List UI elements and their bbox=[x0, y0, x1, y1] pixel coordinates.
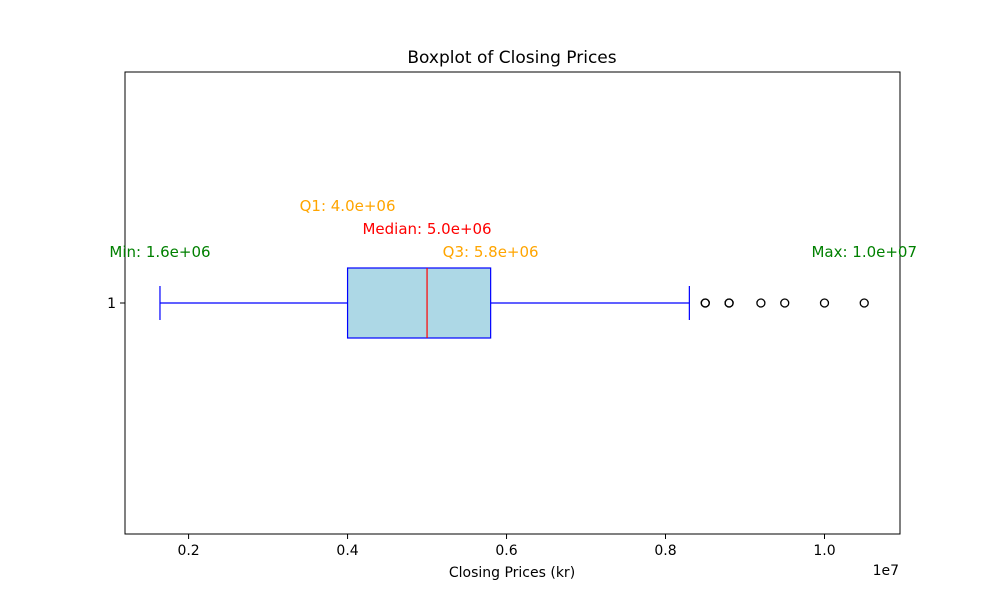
annotation-median: Median: 5.0e+06 bbox=[362, 220, 491, 238]
annotation-min: Min: 1.6e+06 bbox=[109, 243, 210, 261]
x-axis-label: Closing Prices (kr) bbox=[449, 565, 575, 581]
x-tick-label: 1.0 bbox=[813, 543, 835, 559]
outlier-point bbox=[700, 298, 710, 308]
outlier-point bbox=[780, 298, 790, 308]
x-tick-label: 0.2 bbox=[177, 543, 199, 559]
annotation-q1: Q1: 4.0e+06 bbox=[300, 197, 396, 215]
annotation-max: Max: 1.0e+07 bbox=[811, 243, 917, 261]
outlier-point bbox=[859, 298, 869, 308]
chart-title: Boxplot of Closing Prices bbox=[407, 48, 616, 68]
y-tick-label: 1 bbox=[107, 296, 116, 312]
plot-area: 0.2 0.4 0.6 0.8 1.0 1 Min: 1.6e+06 Q1: 4.0e+06 M… bbox=[107, 71, 917, 559]
box-iqr bbox=[346, 267, 492, 339]
outlier-point bbox=[724, 298, 734, 308]
x-tick-label: 0.8 bbox=[654, 543, 676, 559]
annotation-q3: Q3: 5.8e+06 bbox=[443, 243, 539, 261]
x-tick-label: 0.4 bbox=[336, 543, 358, 559]
outlier-point bbox=[756, 298, 766, 308]
x-offset-label: 1e7 bbox=[873, 563, 899, 579]
x-tick-label: 0.6 bbox=[495, 543, 517, 559]
outlier-point bbox=[819, 298, 830, 308]
